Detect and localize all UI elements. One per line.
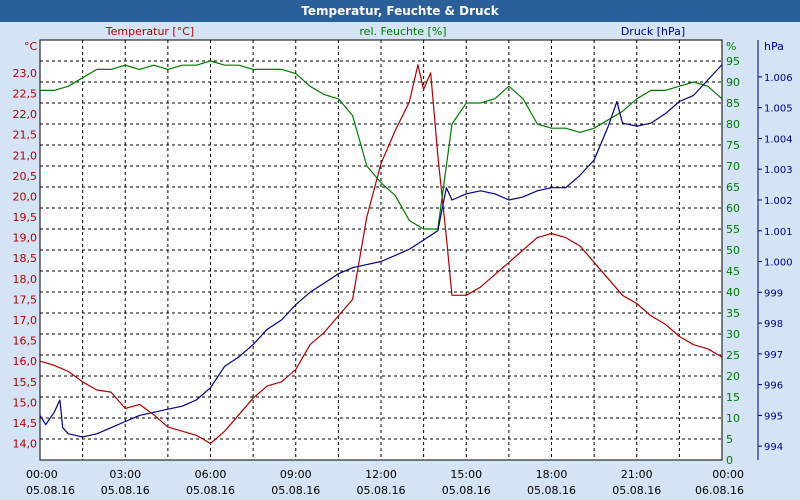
temp-tick-label: 20,5 [13, 170, 38, 183]
pressure-tick-label: 1.006 [764, 73, 793, 84]
humidity-tick-label: 15 [726, 391, 740, 404]
temp-unit-label: °C [24, 40, 38, 53]
temp-tick-label: 20,0 [13, 190, 38, 203]
temp-tick-label: 17,5 [13, 293, 38, 306]
temp-tick-label: 22,0 [13, 108, 38, 121]
series-line-hum [40, 60, 723, 230]
pressure-tick-label: 1.005 [764, 104, 793, 115]
window-title: Temperatur, Feuchte & Druck [0, 0, 800, 22]
temp-tick-label: 14,0 [13, 438, 38, 451]
pressure-tick-label: 994 [764, 442, 783, 453]
humidity-tick-label: 40 [726, 286, 740, 299]
pressure-tick-label: 1.000 [764, 258, 793, 269]
humidity-tick-label: 85 [726, 97, 740, 110]
x-tick-date: 05.08.16 [442, 484, 491, 497]
temp-tick-label: 15,0 [13, 396, 38, 409]
temp-tick-label: 14,5 [13, 417, 38, 430]
humidity-tick-label: 70 [726, 160, 740, 173]
plot-border [39, 39, 723, 461]
temp-tick-label: 21,0 [13, 149, 38, 162]
x-tick-date: 05.08.16 [357, 484, 406, 497]
temp-tick-label: 17,0 [13, 314, 38, 327]
x-tick-time: 15:00 [450, 468, 482, 481]
temp-tick-label: 16,0 [13, 355, 38, 368]
temp-tick-label: 22,5 [13, 88, 38, 101]
humidity-tick-label: 35 [726, 307, 740, 320]
x-tick-date: 06.08.16 [695, 484, 744, 497]
pressure-unit-label: hPa [764, 40, 784, 53]
x-tick-time: 06:00 [195, 468, 227, 481]
temp-tick-label: 19,5 [13, 211, 38, 224]
pressure-tick-label: 1.003 [764, 165, 793, 176]
pressure-tick-label: 1.002 [764, 196, 793, 207]
series-line-press [39, 64, 723, 438]
pressure-tick-label: 996 [764, 381, 783, 392]
humidity-unit-label: % [726, 40, 736, 53]
humidity-tick-label: 10 [726, 412, 740, 425]
pressure-tick-label: 1.001 [764, 227, 793, 238]
x-tick-date: 05.08.16 [101, 484, 150, 497]
humidity-tick-label: 20 [726, 370, 740, 383]
humidity-tick-label: 5 [726, 433, 733, 446]
x-tick-date: 05.08.16 [271, 484, 320, 497]
temp-axis-title: Temperatur [°C] [105, 25, 194, 38]
x-tick-date: 05.08.16 [612, 484, 661, 497]
pressure-tick-label: 995 [764, 411, 783, 422]
x-tick-date: 05.08.16 [186, 484, 235, 497]
x-tick-time: 03:00 [109, 468, 141, 481]
x-tick-date: 05.08.16 [26, 484, 75, 497]
humidity-tick-label: 65 [726, 181, 740, 194]
humidity-tick-label: 0 [726, 454, 733, 467]
temp-tick-label: 19,0 [13, 232, 38, 245]
humidity-tick-label: 30 [726, 328, 740, 341]
pressure-tick-label: 997 [764, 350, 783, 361]
humidity-tick-label: 80 [726, 118, 740, 131]
temp-tick-label: 18,0 [13, 273, 38, 286]
humidity-tick-label: 75 [726, 139, 740, 152]
humidity-tick-label: 55 [726, 223, 740, 236]
x-tick-time: 09:00 [280, 468, 312, 481]
x-tick-time: 18:00 [536, 468, 568, 481]
temp-tick-label: 18,5 [13, 252, 38, 265]
x-tick-date: 05.08.16 [527, 484, 576, 497]
x-tick-time: 21:00 [621, 468, 653, 481]
humidity-axis-title: rel. Feuchte [%] [359, 25, 446, 38]
x-tick-time: 00:00 [712, 468, 744, 481]
pressure-tick-label: 999 [764, 288, 783, 299]
humidity-tick-label: 95 [726, 55, 740, 68]
pressure-tick-label: 998 [764, 319, 783, 330]
series-line-temp [39, 64, 723, 445]
x-tick-time: 00:00 [26, 468, 58, 481]
temp-tick-label: 21,5 [13, 129, 38, 142]
humidity-tick-label: 60 [726, 202, 740, 215]
humidity-tick-label: 50 [726, 244, 740, 257]
pressure-tick-label: 1.004 [764, 134, 793, 145]
humidity-tick-label: 45 [726, 265, 740, 278]
humidity-tick-label: 25 [726, 349, 740, 362]
temp-tick-label: 23,0 [13, 67, 38, 80]
humidity-tick-label: 90 [726, 76, 740, 89]
pressure-axis-title: Druck [hPa] [621, 25, 685, 38]
temp-tick-label: 16,5 [13, 335, 38, 348]
x-tick-time: 12:00 [365, 468, 397, 481]
temp-tick-label: 15,5 [13, 376, 38, 389]
